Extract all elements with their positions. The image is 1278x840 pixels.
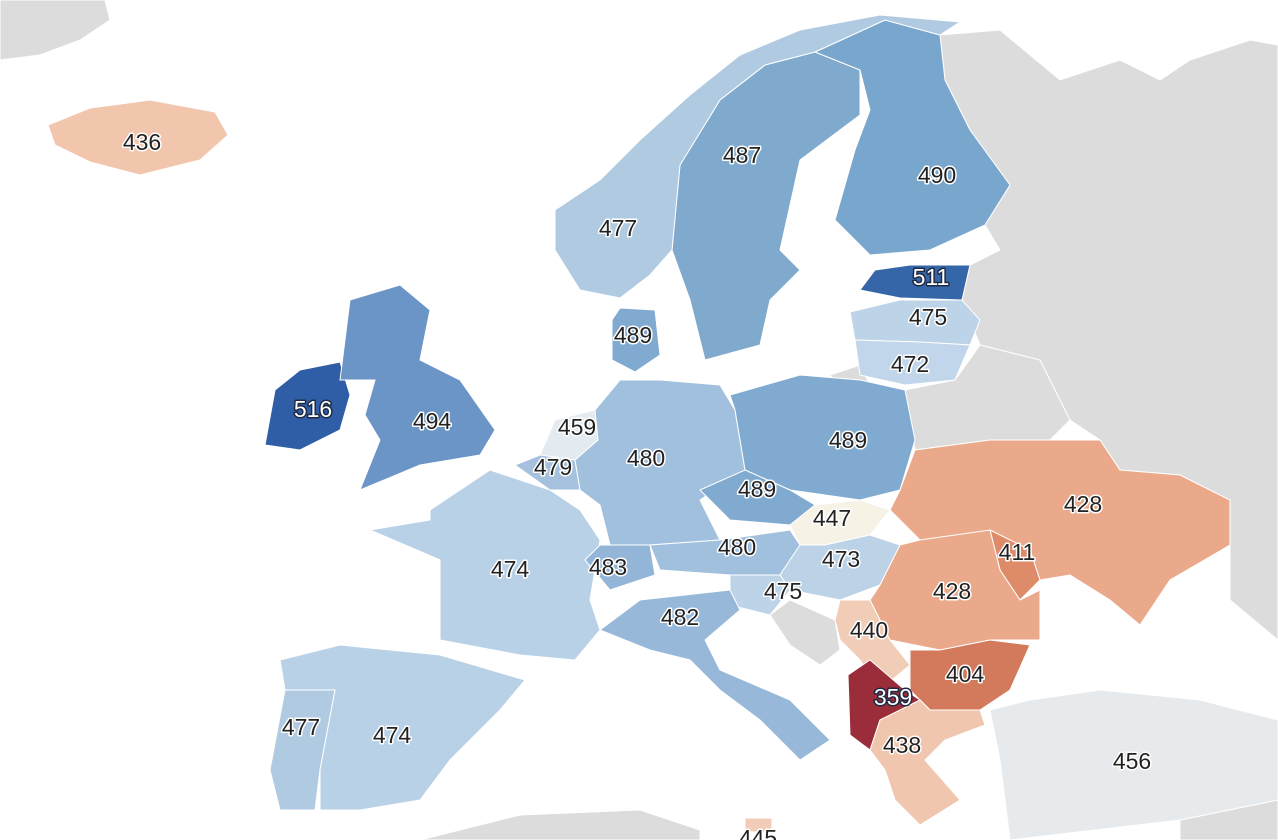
region-value: 477: [282, 714, 320, 740]
bosnia: [769, 599, 841, 666]
greenland: [0, 0, 111, 61]
region-value: 489: [738, 476, 776, 502]
country-region: [339, 284, 496, 491]
region-value: 475: [764, 578, 802, 604]
country-region: [744, 817, 773, 833]
region-value: 480: [718, 534, 756, 560]
region-value: 438: [883, 732, 921, 758]
country-region: [869, 699, 986, 826]
region-value: 440: [850, 617, 888, 643]
region-value: 490: [918, 162, 956, 188]
africa: [419, 809, 701, 840]
region-value: 428: [933, 578, 971, 604]
country-region: [813, 19, 1011, 256]
region-value: 483: [589, 554, 627, 580]
labels: 436 487 490 477 511 475 472 489 516 494 459 479 480 4…: [121, 128, 1152, 840]
region-value: 445: [739, 825, 777, 840]
region-value: 511: [913, 264, 950, 290]
region-value: 487: [723, 142, 761, 168]
region-value: 489: [614, 322, 652, 348]
region-value: 516: [294, 396, 332, 422]
region-value: 447: [813, 505, 851, 531]
country-region: [909, 639, 1031, 711]
country-region: [859, 264, 971, 301]
regions: [47, 14, 1278, 840]
region-value: 489: [829, 427, 867, 453]
region-value: 482: [661, 604, 699, 630]
region-value: 359: [874, 684, 912, 710]
country-region: [279, 644, 526, 811]
region-value: 474: [491, 556, 530, 582]
country-region: [554, 14, 962, 299]
region-value: 456: [1113, 748, 1151, 774]
region-value: 480: [627, 445, 665, 471]
country-region: [854, 339, 971, 386]
country-region: [598, 589, 831, 761]
region-value: 411: [999, 539, 1036, 565]
region-value: 473: [822, 546, 860, 572]
region-value: 479: [534, 454, 572, 480]
country-region: [47, 99, 229, 176]
region-value: 474: [373, 722, 412, 748]
country-region: [989, 689, 1278, 840]
region-value: 494: [413, 408, 452, 434]
region-value: 477: [599, 215, 637, 241]
region-value: 436: [123, 129, 161, 155]
region-value: 404: [946, 661, 985, 687]
region-value: 459: [558, 414, 596, 440]
region-value: 428: [1064, 491, 1102, 517]
country-region: [368, 469, 601, 661]
region-value: 472: [891, 351, 929, 377]
country-region: [584, 544, 656, 591]
region-value: 475: [909, 304, 947, 330]
country-region: [611, 307, 661, 373]
